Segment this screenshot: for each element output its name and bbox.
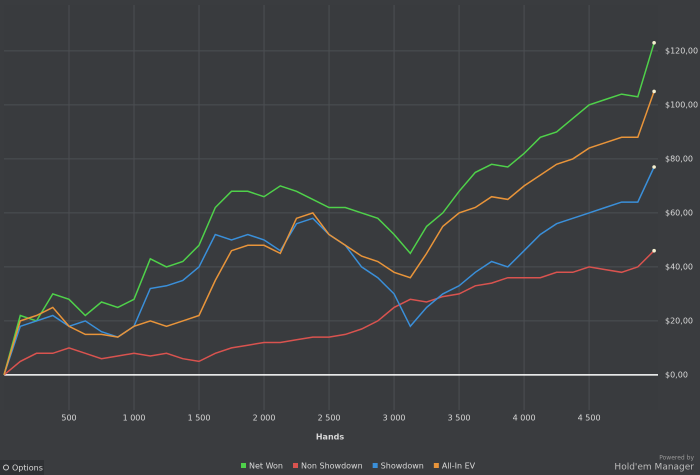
y-tick-label: $60,00 xyxy=(665,208,693,217)
y-tick-label: $0,00 xyxy=(665,370,688,379)
x-tick-label: 500 xyxy=(61,414,76,423)
options-icon xyxy=(3,464,9,471)
legend-swatch xyxy=(293,463,298,468)
series-line xyxy=(3,42,655,376)
x-tick-label: 1 500 xyxy=(188,414,211,423)
x-tick-label: 1 000 xyxy=(123,414,146,423)
options-button[interactable]: Options xyxy=(0,460,44,475)
legend-item[interactable]: Non Showdown xyxy=(293,462,363,471)
legend-label: Non Showdown xyxy=(301,462,363,471)
series-line xyxy=(3,250,655,376)
x-tick-label: 3 000 xyxy=(383,414,406,423)
options-label: Options xyxy=(12,464,43,473)
end-point xyxy=(652,41,656,45)
x-tick-label: 2 500 xyxy=(318,414,341,423)
legend-label: Showdown xyxy=(381,462,424,471)
powered-by: Powered by xyxy=(659,455,694,462)
brand: Hold'em Manager xyxy=(614,463,694,473)
x-tick-label: 3 500 xyxy=(448,414,471,423)
legend-swatch xyxy=(372,463,378,468)
y-tick-label: $40,00 xyxy=(665,262,693,271)
series-line xyxy=(3,91,655,376)
legend-item[interactable]: Net Won xyxy=(241,462,283,471)
end-point xyxy=(652,89,656,94)
y-tick-label: $100,00 xyxy=(665,100,698,109)
y-tick-label: $20,00 xyxy=(665,316,693,325)
end-point xyxy=(652,165,656,169)
x-tick-label: 4 500 xyxy=(578,414,601,423)
x-tick-label: 2 000 xyxy=(253,414,276,423)
options-bg xyxy=(0,460,44,475)
legend-label: All-In EV xyxy=(442,462,476,471)
y-tick-label: $80,00 xyxy=(665,154,693,163)
legend-item[interactable]: Showdown xyxy=(372,462,424,471)
legend-item[interactable]: All-In EV xyxy=(433,462,476,471)
end-point xyxy=(652,248,656,253)
legend-label: Net Won xyxy=(249,462,283,471)
x-tick-label: 4 000 xyxy=(513,414,536,423)
x-axis-label: Hands xyxy=(316,433,345,442)
legend-swatch xyxy=(433,463,439,468)
y-tick-label: $120,00 xyxy=(665,46,698,55)
legend-swatch xyxy=(241,463,246,468)
